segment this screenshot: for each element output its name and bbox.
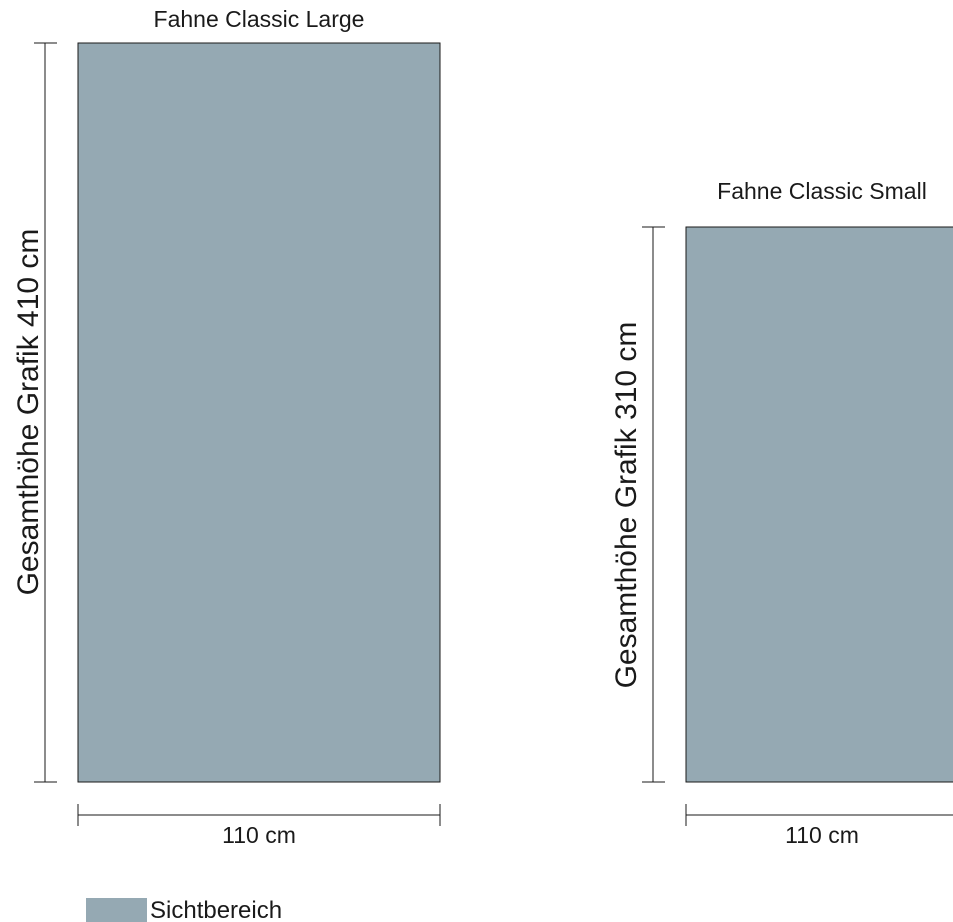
flag-small-width-dimension (685, 804, 953, 826)
legend: Sichtbereich (86, 897, 282, 922)
flag-large-width-label: 110 cm (222, 822, 296, 848)
flag-large-height-label: Gesamthöhe Grafik 410 cm (12, 229, 45, 596)
flag-large-width-dimension (77, 804, 441, 826)
flag-large-group: Fahne Classic Large Gesamthöhe Grafik 41… (12, 6, 441, 848)
legend-label: Sichtbereich (150, 897, 282, 922)
legend-swatch (86, 898, 147, 922)
flag-small-visible-area (685, 226, 953, 783)
flag-small-width-label: 110 cm (785, 822, 859, 848)
flag-large-visible-area (77, 42, 441, 783)
flag-small-title: Fahne Classic Small (717, 178, 927, 204)
flag-small-group: Fahne Classic Small Gesamthöhe Grafik 31… (610, 178, 953, 848)
flag-small-height-label: Gesamthöhe Grafik 310 cm (610, 322, 643, 689)
flag-large-height-dimension (34, 42, 57, 783)
flag-large-title: Fahne Classic Large (154, 6, 365, 32)
flag-small-height-dimension (642, 226, 665, 783)
